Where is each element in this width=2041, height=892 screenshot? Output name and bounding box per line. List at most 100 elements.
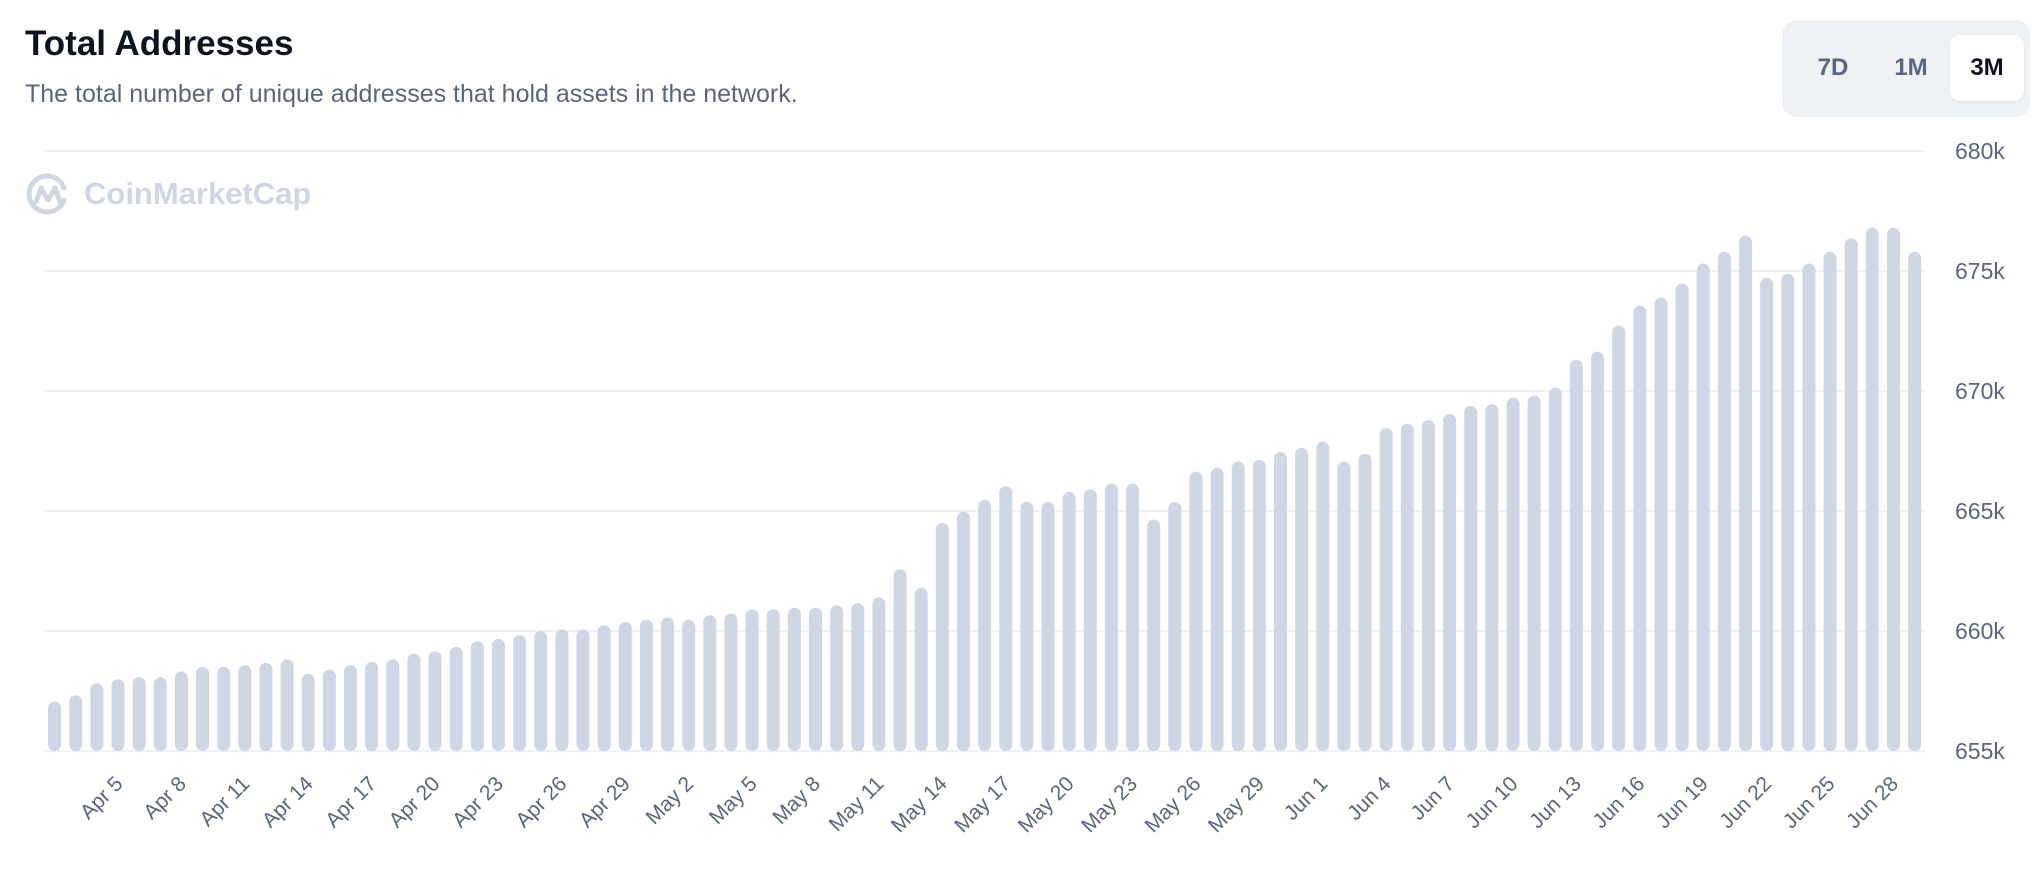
bar-may-5[interactable] — [745, 609, 759, 751]
bar-apr-21[interactable] — [449, 646, 463, 751]
bar-may-19[interactable] — [1041, 501, 1055, 751]
range-3m-button[interactable]: 3M — [1950, 35, 2024, 101]
bar-jun-16[interactable] — [1633, 305, 1647, 751]
bar-apr-6[interactable] — [132, 677, 146, 751]
bar-jun-4[interactable] — [1379, 427, 1393, 751]
bar-may-16[interactable] — [978, 499, 992, 751]
bar-jun-2[interactable] — [1337, 461, 1351, 751]
bar-jun-18[interactable] — [1675, 283, 1689, 751]
bar-jun-11[interactable] — [1527, 395, 1541, 751]
bar-apr-18[interactable] — [386, 659, 400, 751]
x-tick-label: Jun 16 — [1589, 772, 1650, 833]
bar-apr-27[interactable] — [576, 629, 590, 751]
bar-may-29[interactable] — [1252, 459, 1266, 751]
y-tick-label: 680k — [1955, 138, 2005, 164]
bar-apr-7[interactable] — [153, 677, 167, 751]
bar-jun-8[interactable] — [1464, 405, 1478, 751]
bar-may-12[interactable] — [893, 569, 907, 751]
range-7d-button[interactable]: 7D — [1817, 54, 1849, 81]
bar-apr-9[interactable] — [196, 666, 210, 751]
bar-jun-19[interactable] — [1696, 263, 1710, 751]
bar-may-23[interactable] — [1126, 483, 1140, 751]
bar-apr-10[interactable] — [217, 666, 231, 751]
x-tick-label: Jun 25 — [1779, 772, 1840, 833]
bar-jun-21[interactable] — [1739, 235, 1753, 752]
bar-jun-10[interactable] — [1506, 397, 1520, 751]
bar-jun-14[interactable] — [1591, 351, 1605, 751]
bar-apr-22[interactable] — [470, 641, 484, 751]
bar-apr-17[interactable] — [365, 661, 379, 751]
bar-apr-4[interactable] — [90, 683, 104, 751]
bar-may-10[interactable] — [851, 603, 865, 751]
bar-apr-20[interactable] — [428, 651, 442, 751]
bar-may-25[interactable] — [1168, 501, 1182, 751]
bar-apr-8[interactable] — [174, 671, 188, 751]
bar-may-18[interactable] — [1020, 501, 1034, 751]
bar-jun-22[interactable] — [1760, 277, 1774, 751]
bar-jun-20[interactable] — [1717, 251, 1731, 752]
bar-jun-26[interactable] — [1844, 238, 1858, 751]
bar-apr-24[interactable] — [513, 635, 527, 751]
range-1m-button[interactable]: 1M — [1894, 54, 1928, 81]
bar-jun-1[interactable] — [1316, 441, 1330, 751]
bar-may-28[interactable] — [1231, 461, 1245, 751]
bar-may-27[interactable] — [1210, 467, 1224, 751]
bar-jun-29[interactable] — [1908, 251, 1922, 752]
bar-may-2[interactable] — [682, 619, 696, 751]
bar-may-30[interactable] — [1274, 451, 1288, 751]
x-tick-label: Apr 23 — [448, 772, 508, 832]
bar-apr-12[interactable] — [259, 662, 273, 751]
bar-may-9[interactable] — [830, 605, 844, 751]
bar-jun-25[interactable] — [1823, 251, 1837, 752]
bar-may-8[interactable] — [809, 607, 823, 751]
bar-may-14[interactable] — [935, 523, 949, 751]
bar-may-4[interactable] — [724, 613, 738, 751]
bar-apr-13[interactable] — [280, 659, 294, 751]
bar-may-11[interactable] — [872, 597, 886, 751]
bar-apr-23[interactable] — [491, 638, 505, 751]
bar-may-24[interactable] — [1147, 519, 1161, 751]
bar-jun-7[interactable] — [1443, 413, 1457, 751]
bar-apr-15[interactable] — [322, 669, 336, 751]
bar-may-22[interactable] — [1104, 483, 1118, 751]
bar-may-21[interactable] — [1083, 489, 1097, 751]
bar-jun-23[interactable] — [1781, 273, 1795, 751]
bar-apr-16[interactable] — [344, 665, 358, 751]
bar-jun-3[interactable] — [1358, 453, 1372, 751]
bar-apr-3[interactable] — [69, 695, 83, 751]
bar-may-1[interactable] — [661, 617, 675, 751]
bar-apr-5[interactable] — [111, 679, 125, 751]
bar-apr-28[interactable] — [597, 625, 611, 751]
bar-jun-12[interactable] — [1548, 387, 1562, 751]
bar-apr-30[interactable] — [639, 619, 653, 751]
bar-jun-27[interactable] — [1865, 227, 1879, 752]
bar-apr-14[interactable] — [301, 673, 315, 751]
bar-may-26[interactable] — [1189, 471, 1203, 751]
bar-apr-2[interactable] — [48, 701, 62, 751]
bar-may-7[interactable] — [787, 607, 801, 751]
x-tick-label: Apr 11 — [195, 772, 254, 831]
bar-jun-15[interactable] — [1612, 325, 1626, 751]
bar-jun-6[interactable] — [1421, 420, 1435, 751]
y-tick-label: 670k — [1955, 378, 2005, 404]
bar-may-17[interactable] — [999, 486, 1013, 751]
bar-apr-11[interactable] — [238, 665, 252, 751]
bar-jun-24[interactable] — [1802, 263, 1816, 751]
bar-jun-13[interactable] — [1569, 359, 1583, 751]
bar-may-13[interactable] — [914, 587, 928, 751]
bar-may-6[interactable] — [766, 609, 780, 751]
bar-jun-5[interactable] — [1400, 423, 1414, 751]
bar-apr-29[interactable] — [618, 621, 632, 751]
bar-jun-9[interactable] — [1485, 404, 1499, 751]
bar-apr-25[interactable] — [534, 631, 548, 751]
watermark-text: CoinMarketCap — [84, 176, 312, 211]
x-tick-label: Jun 4 — [1343, 772, 1396, 825]
bar-jun-17[interactable] — [1654, 297, 1668, 751]
bar-may-31[interactable] — [1295, 447, 1309, 751]
bar-jun-28[interactable] — [1886, 227, 1900, 752]
bar-may-20[interactable] — [1062, 491, 1076, 751]
bar-apr-19[interactable] — [407, 653, 421, 751]
bar-may-3[interactable] — [703, 615, 717, 751]
bar-apr-26[interactable] — [555, 629, 569, 751]
bar-may-15[interactable] — [956, 511, 970, 751]
